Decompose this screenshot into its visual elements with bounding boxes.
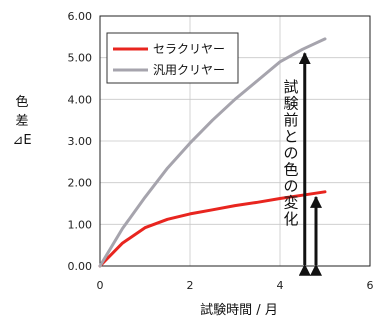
y-tick-label: 2.00 bbox=[68, 177, 93, 190]
y-axis-title-line: 差 bbox=[15, 114, 28, 129]
x-tick-label: 0 bbox=[97, 279, 104, 292]
y-axis-title: 色差 ⊿E bbox=[12, 94, 31, 148]
x-axis-title: 試験時間 / 月 bbox=[200, 302, 278, 318]
y-tick-label: 3.00 bbox=[68, 135, 93, 148]
x-tick-label: 4 bbox=[277, 279, 284, 292]
y-tick-label: 5.00 bbox=[68, 52, 93, 65]
y-axis-title-line: 色 bbox=[15, 94, 28, 110]
y-tick-label: 1.00 bbox=[68, 218, 93, 231]
legend-label-1: 汎用クリヤー bbox=[153, 63, 225, 77]
series-lines bbox=[98, 37, 327, 268]
annotation-char: 変 bbox=[283, 194, 298, 212]
annotation-char: 試 bbox=[283, 78, 298, 96]
annotation-char: 前 bbox=[283, 111, 298, 129]
annotation-char: 化 bbox=[283, 210, 298, 228]
series-line-0 bbox=[98, 190, 327, 268]
annotation-char: と bbox=[283, 128, 298, 146]
annotation-char: 験 bbox=[283, 95, 298, 113]
annotation-char: 色 bbox=[283, 161, 298, 179]
plot-area-frame bbox=[99, 15, 371, 267]
y-tick-label: 0.00 bbox=[68, 260, 93, 273]
x-axis-ticks: 0 2 4 6 bbox=[97, 279, 374, 292]
annotation-char: の bbox=[283, 177, 298, 195]
legend-label-0: セラクリヤー bbox=[153, 42, 225, 56]
y-axis-ticks: 0.00 1.00 2.00 3.00 4.00 5.00 6.00 bbox=[68, 10, 93, 273]
series-line-1 bbox=[98, 37, 327, 268]
y-tick-label: 4.00 bbox=[68, 93, 93, 106]
y-tick-label: 6.00 bbox=[68, 10, 93, 23]
legend-box bbox=[106, 32, 239, 84]
x-tick-label: 2 bbox=[187, 279, 194, 292]
annotation-char: の bbox=[283, 144, 298, 162]
y-axis-title-line: ⊿E bbox=[12, 133, 31, 148]
x-tick-label: 6 bbox=[367, 279, 374, 292]
annotation-arrows bbox=[298, 52, 322, 276]
